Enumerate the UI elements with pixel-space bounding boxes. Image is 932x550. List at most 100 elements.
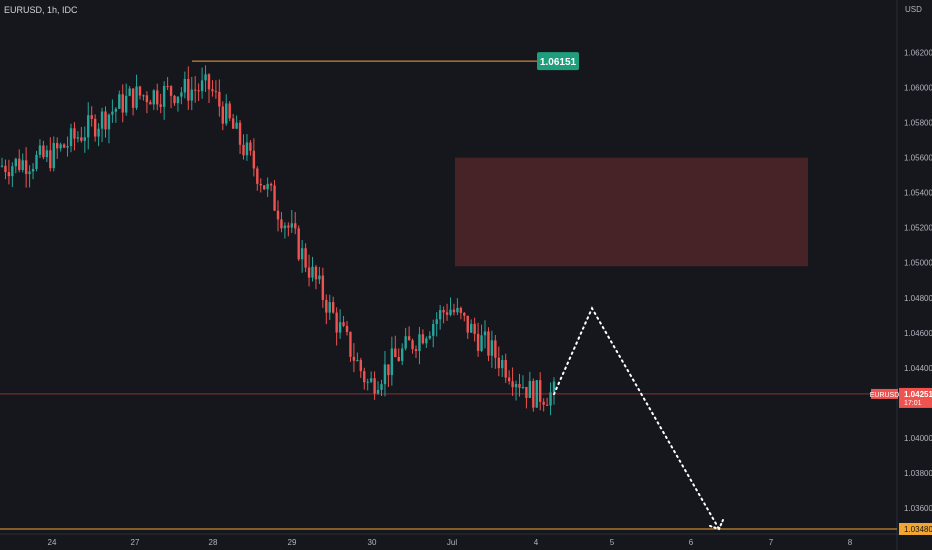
candle-body (18, 158, 21, 171)
candle-body (394, 348, 397, 358)
candle-body (356, 360, 359, 362)
candle-body (332, 302, 335, 313)
candle-body (242, 144, 245, 156)
candle-body (97, 128, 100, 137)
candle-body (366, 381, 369, 383)
candle-body (328, 302, 331, 313)
candle-body (166, 85, 169, 87)
candle-body (62, 144, 66, 148)
candle-body (380, 384, 383, 390)
time-tick-label: 7 (769, 538, 774, 547)
candle-body (149, 102, 152, 105)
candle-body (269, 183, 273, 186)
candle-body (414, 349, 418, 352)
candle-body (145, 95, 149, 103)
candle-body (514, 383, 518, 388)
price-tick-label: 1.04400 (904, 364, 932, 373)
candle-body (283, 225, 287, 229)
time-tick-label: 27 (131, 538, 140, 547)
candle-body (325, 299, 328, 313)
candle-body (321, 275, 325, 300)
candle-body (245, 142, 249, 156)
candle-body (497, 357, 500, 369)
candle-body (480, 335, 483, 351)
candle-body (300, 248, 304, 260)
price-tick-label: 1.03800 (904, 469, 932, 478)
time-tick-label: Jul (447, 538, 457, 547)
candle-body (359, 360, 362, 372)
projection-path[interactable] (553, 306, 720, 530)
high-marker-badge[interactable] (537, 52, 579, 71)
candle-body (42, 145, 45, 158)
candle-body (49, 150, 52, 169)
symbol-header[interactable]: EURUSD, 1h, IDC (4, 5, 78, 15)
candle-body (438, 309, 442, 320)
candle-body (111, 111, 114, 115)
price-tick-label: 1.03600 (904, 504, 932, 513)
candle-body (131, 88, 135, 108)
candle-body (228, 103, 231, 119)
candle-body (66, 146, 69, 148)
candle-body (418, 334, 421, 352)
candle-body (0, 165, 4, 167)
candle-body (207, 74, 211, 90)
candle-body (449, 309, 452, 315)
candle-body (428, 335, 431, 339)
candle-body (162, 85, 166, 107)
candle-body (194, 89, 197, 91)
candle-body (21, 160, 24, 171)
candle-body (200, 80, 204, 92)
candle-body (435, 319, 438, 325)
candle-body (383, 364, 387, 385)
candle-body (390, 348, 394, 376)
candle-body (31, 168, 35, 172)
candle-body (483, 331, 487, 336)
candle-body (83, 137, 86, 141)
candle-body (11, 166, 14, 177)
candle-body (352, 356, 356, 361)
candle-body (263, 185, 266, 190)
candle-body (238, 122, 242, 145)
candle-body (549, 392, 552, 406)
candle-body (56, 143, 59, 149)
candle-body (114, 108, 118, 112)
candle-body (235, 122, 238, 129)
last-price-symbol-badge (871, 388, 898, 399)
candle-body (128, 88, 131, 96)
candle-body (432, 324, 435, 336)
price-tick-label: 1.05400 (904, 189, 932, 198)
candle-body (487, 331, 490, 356)
candle-body (511, 381, 514, 388)
resistance-zone[interactable] (455, 157, 808, 267)
candle-body (504, 359, 507, 378)
currency-label: USD (905, 5, 922, 14)
candle-body (7, 172, 11, 177)
candle-body (273, 185, 276, 211)
candle-body (473, 323, 476, 334)
support-level-badge (899, 522, 932, 535)
candle-body (542, 401, 545, 405)
price-tick-label: 1.04800 (904, 294, 932, 303)
candle-body (421, 334, 425, 344)
candle-body (138, 86, 142, 96)
candle-body (345, 325, 349, 333)
time-tick-label: 5 (610, 538, 615, 547)
candle-body (407, 336, 411, 341)
candle-body (476, 333, 480, 351)
candle-body (118, 94, 121, 109)
last-price-countdown: 17:01 (904, 400, 922, 407)
candle-body (173, 95, 176, 104)
price-tick-label: 1.06000 (904, 84, 932, 93)
candle-body (532, 380, 535, 408)
candle-body (249, 142, 252, 151)
candle-body (214, 91, 218, 93)
candle-body (35, 154, 38, 169)
candle-body (45, 150, 49, 158)
candle-body (425, 338, 428, 344)
candle-body (404, 336, 407, 349)
projection-arrowhead (709, 518, 724, 531)
candle-body (539, 380, 542, 402)
candle-body (4, 165, 7, 173)
candle-body (183, 78, 187, 93)
